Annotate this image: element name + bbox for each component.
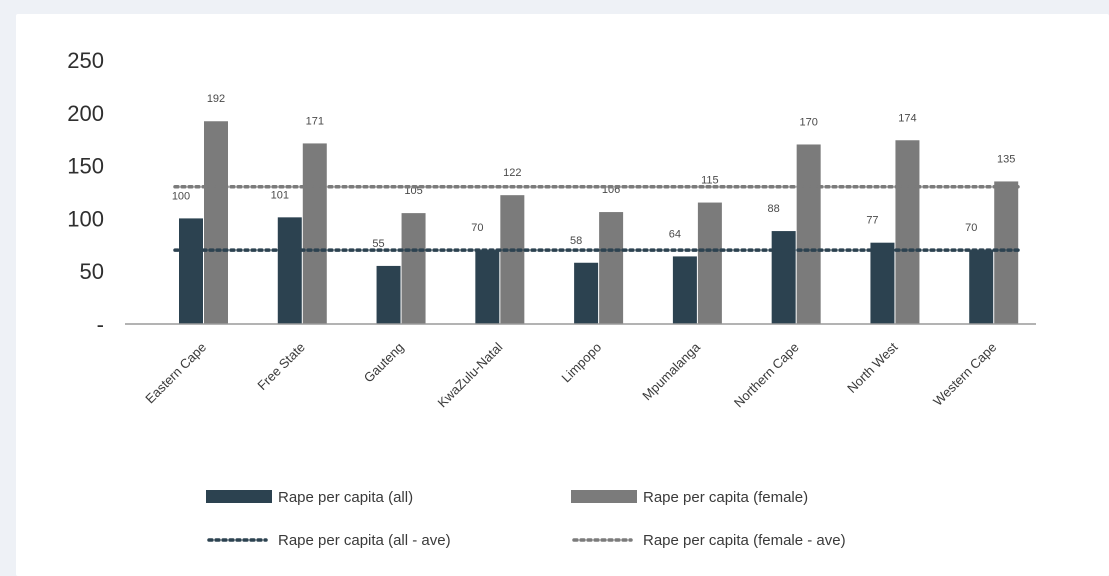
data-label-female: 170	[799, 116, 817, 128]
legend-female-label: Rape per capita (female)	[643, 489, 808, 506]
bar-female	[500, 195, 525, 324]
legend-female-ave-label: Rape per capita (female - ave)	[643, 532, 846, 549]
bar-female	[796, 144, 821, 324]
x-tick-label: Western Cape	[930, 340, 999, 409]
data-label-female: 122	[503, 167, 521, 179]
bar-female	[697, 202, 722, 324]
data-label-female: 115	[701, 175, 719, 187]
bar-female	[994, 181, 1019, 324]
bar-all	[179, 218, 203, 324]
chart-panel: - 50 100 150 200 250 100 192 Eastern Cape 101 171 F…	[16, 14, 1109, 576]
y-tick-label: 50	[80, 259, 104, 284]
legend-female-swatch	[571, 490, 637, 503]
data-label-all: 101	[271, 189, 289, 201]
x-tick-label: Mpumalanga	[639, 339, 703, 403]
bar-all	[475, 250, 500, 324]
y-tick-label: 250	[67, 48, 104, 73]
bar-all	[376, 265, 401, 324]
x-tick-label: KwaZulu-Natal	[435, 339, 506, 410]
bar-all	[771, 231, 796, 324]
x-tick-label: Free State	[254, 340, 308, 394]
y-tick-label: -	[97, 312, 104, 337]
data-label-female: 192	[207, 93, 225, 105]
x-tick-label: North West	[844, 339, 901, 396]
legend-all-ave-label: Rape per capita (all - ave)	[278, 532, 451, 549]
data-label-all: 100	[172, 190, 190, 202]
y-tick-label: 100	[67, 206, 104, 231]
data-label-all: 55	[372, 238, 384, 250]
bar-all	[870, 242, 895, 324]
data-label-female: 135	[997, 153, 1015, 165]
bar-female	[401, 213, 426, 324]
y-tick-label: 150	[67, 154, 104, 179]
data-label-female: 174	[898, 112, 916, 124]
data-label-all: 58	[570, 235, 582, 247]
bar-all	[574, 262, 599, 324]
legend-all-swatch	[206, 490, 272, 503]
bar-female	[204, 121, 228, 324]
bar-female	[599, 212, 624, 324]
legend-all-label: Rape per capita (all)	[278, 489, 413, 506]
data-label-all: 77	[866, 215, 878, 227]
data-label-all: 70	[471, 222, 483, 234]
data-label-female: 171	[306, 115, 324, 127]
y-tick-label: 200	[67, 101, 104, 126]
bar-all	[277, 217, 302, 324]
x-tick-label: Gauteng	[361, 340, 407, 386]
x-tick-label: Northern Cape	[731, 340, 802, 411]
data-label-all: 88	[768, 203, 780, 215]
data-label-all: 64	[669, 228, 681, 240]
bar-female	[895, 140, 920, 324]
bar-female	[302, 143, 327, 324]
bar-chart: - 50 100 150 200 250 100 192 Eastern Cape 101 171 F…	[67, 48, 1036, 549]
data-label-all: 70	[965, 222, 977, 234]
bar-all	[672, 256, 697, 324]
bar-all	[969, 250, 994, 324]
x-tick-label: Limpopo	[558, 340, 604, 386]
x-tick-label: Eastern Cape	[142, 340, 209, 407]
